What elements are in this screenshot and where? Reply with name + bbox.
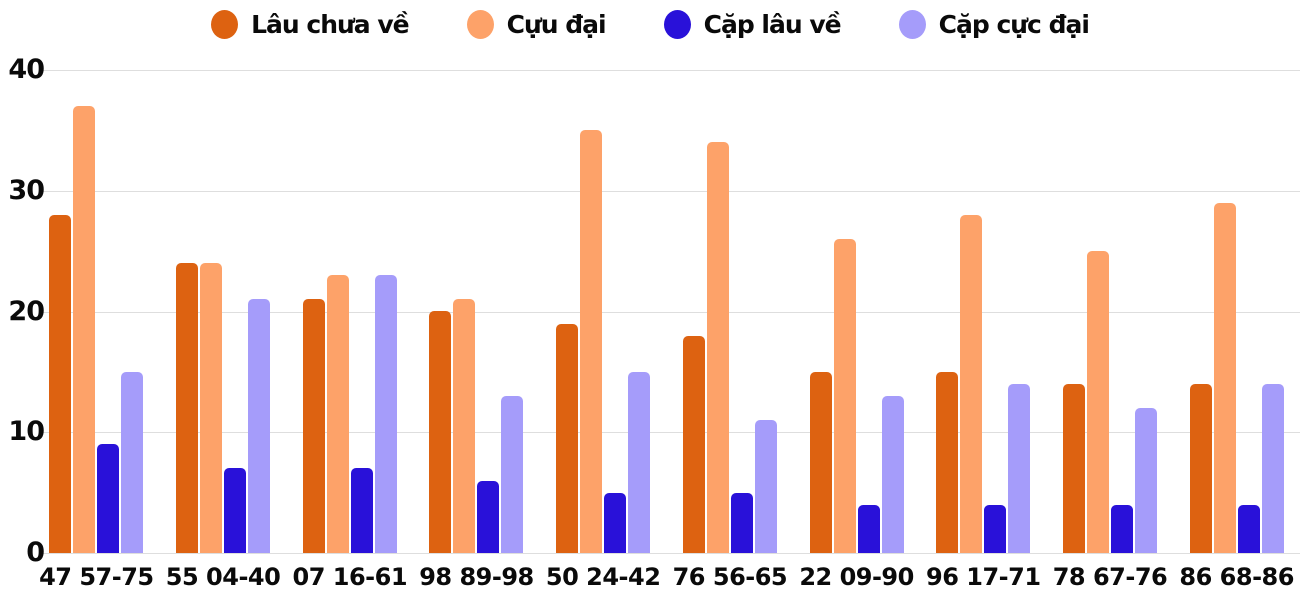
gridline xyxy=(40,191,1300,192)
bar-group: 07 16-61 xyxy=(286,48,413,600)
bar xyxy=(1110,505,1133,553)
x-tick-label: 07 16-61 xyxy=(292,562,408,591)
bar xyxy=(984,505,1007,553)
bar-group: 86 68-86 xyxy=(1173,48,1300,600)
y-tick-label: 30 xyxy=(8,175,45,206)
bar xyxy=(429,311,452,553)
bar xyxy=(809,372,832,553)
bar-row xyxy=(540,48,667,553)
bar xyxy=(604,493,627,553)
x-tick-label: 22 09-90 xyxy=(799,562,914,591)
legend-label: Cặp cực đại xyxy=(938,9,1090,39)
bar xyxy=(1213,203,1236,553)
x-tick-label: 78 67-76 xyxy=(1052,562,1168,591)
bar-group: 22 09-90 xyxy=(793,48,920,600)
legend-label: Lâu chưa về xyxy=(251,9,410,39)
bar xyxy=(374,275,397,553)
legend-item-2[interactable]: Cựu đại xyxy=(466,9,607,39)
legend-item-1[interactable]: Lâu chưa về xyxy=(211,9,410,39)
bar xyxy=(248,299,271,553)
bar xyxy=(302,299,325,553)
legend-circle-icon xyxy=(211,9,239,39)
bar xyxy=(49,215,72,553)
bar xyxy=(453,299,476,553)
bar xyxy=(1237,505,1260,553)
bar xyxy=(326,275,349,553)
bar xyxy=(1008,384,1031,553)
bar xyxy=(1189,384,1212,553)
legend-circle-icon xyxy=(663,9,691,39)
bar-groups: 47 57-75 55 04-40 07 16-61 98 89-98 50 24-42… xyxy=(33,48,1300,600)
bar xyxy=(960,215,983,553)
bar-group: 96 17-71 xyxy=(920,48,1047,600)
bar-row xyxy=(793,48,920,553)
legend-item-3[interactable]: Cặp lâu về xyxy=(663,9,842,39)
bar xyxy=(350,468,373,553)
bar xyxy=(628,372,651,553)
bar xyxy=(224,468,247,553)
bar xyxy=(501,396,524,553)
bar xyxy=(477,481,500,553)
bar-row xyxy=(1047,48,1174,553)
gridline xyxy=(40,432,1300,433)
legend-label: Cựu đại xyxy=(506,9,607,39)
bar-group: 98 89-98 xyxy=(413,48,540,600)
x-tick-label: 55 04-40 xyxy=(165,562,281,591)
bar xyxy=(1062,384,1085,553)
x-tick-label: 50 24-42 xyxy=(545,562,661,591)
x-tick-label: 76 56-65 xyxy=(672,562,788,591)
legend-circle-icon xyxy=(898,9,926,39)
bar xyxy=(1086,251,1109,553)
bar xyxy=(833,239,856,553)
x-tick-label: 98 89-98 xyxy=(419,562,534,591)
bar xyxy=(1261,384,1284,553)
bar xyxy=(1134,408,1157,553)
bar xyxy=(730,493,753,553)
gridline xyxy=(40,70,1300,71)
bar-group: 76 56-65 xyxy=(667,48,794,600)
gridline xyxy=(40,312,1300,313)
legend-circle-icon xyxy=(466,9,494,39)
bar xyxy=(936,372,959,553)
x-tick-label: 96 17-71 xyxy=(926,562,1041,591)
x-tick-label: 86 68-86 xyxy=(1179,562,1294,591)
bar-row xyxy=(1173,48,1300,553)
legend-label: Cặp lâu về xyxy=(703,9,842,39)
chart-legend: Lâu chưa về Cựu đại Cặp lâu về Cặp cực đại xyxy=(0,0,1300,48)
bar xyxy=(200,263,223,553)
bar-row xyxy=(286,48,413,553)
bar xyxy=(176,263,199,553)
bar xyxy=(881,396,904,553)
bar-group: 78 67-76 xyxy=(1047,48,1174,600)
bar xyxy=(682,336,705,553)
y-tick-label: 10 xyxy=(8,416,45,447)
x-axis-line xyxy=(40,553,1300,554)
legend-item-4[interactable]: Cặp cực đại xyxy=(898,9,1090,39)
bar-row xyxy=(160,48,287,553)
bar-group: 50 24-42 xyxy=(540,48,667,600)
bar-row xyxy=(33,48,160,553)
bar xyxy=(857,505,880,553)
y-tick-label: 20 xyxy=(8,296,45,327)
bar-row xyxy=(920,48,1047,553)
y-tick-label: 40 xyxy=(8,54,45,85)
bar xyxy=(97,444,120,553)
y-tick-label: 0 xyxy=(26,537,45,568)
bar-group: 55 04-40 xyxy=(160,48,287,600)
bar xyxy=(580,130,603,553)
x-tick-label: 47 57-75 xyxy=(39,562,154,591)
bar xyxy=(121,372,144,553)
bar xyxy=(73,106,96,553)
bar-group: 47 57-75 xyxy=(33,48,160,600)
bar xyxy=(556,324,579,553)
bar xyxy=(754,420,777,553)
bar xyxy=(706,142,729,553)
bar-row xyxy=(413,48,540,553)
bar-row xyxy=(667,48,794,553)
